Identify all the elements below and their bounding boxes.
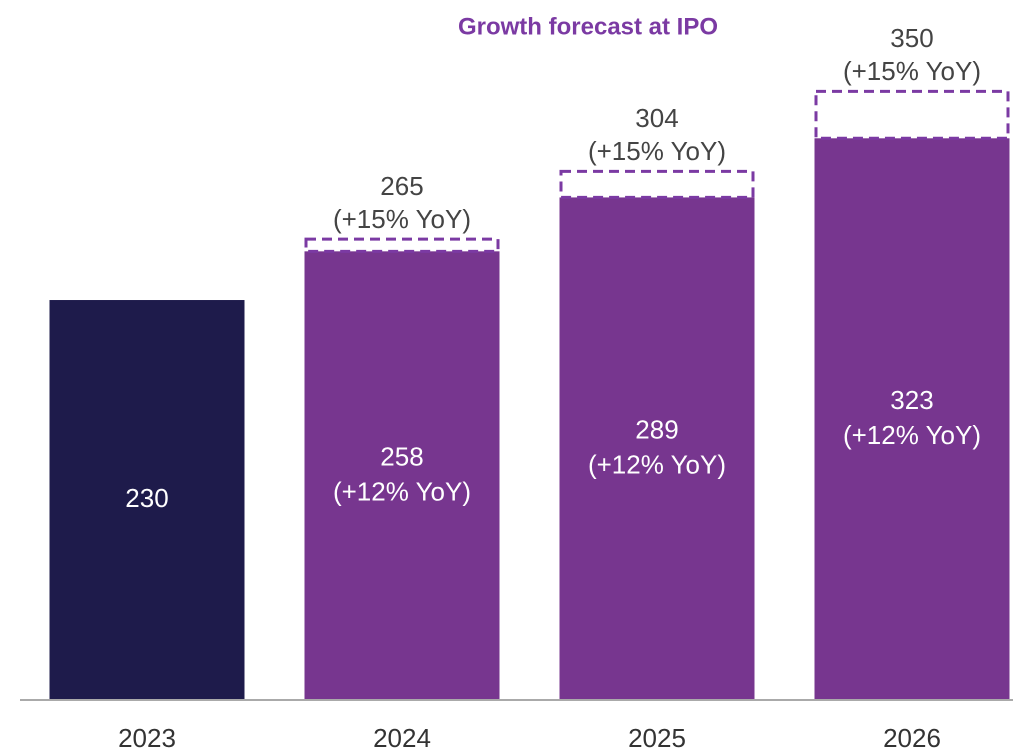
bar bbox=[814, 138, 1010, 701]
forecast-box bbox=[559, 169, 755, 199]
bar bbox=[559, 197, 755, 700]
bar-value-label: 230 bbox=[125, 483, 168, 513]
bar-value-label: 258 bbox=[380, 442, 423, 472]
bar-value-label: 289 bbox=[635, 415, 678, 445]
x-tick-label: 2025 bbox=[628, 723, 686, 753]
forecast-value-label: 304 bbox=[635, 103, 678, 133]
bar-value-label: 323 bbox=[890, 385, 933, 415]
forecast-box bbox=[814, 89, 1010, 140]
bar bbox=[49, 300, 245, 700]
bar-growth-label: (+12% YoY) bbox=[843, 420, 981, 450]
x-tick-label: 2026 bbox=[883, 723, 941, 753]
forecast-growth-label: (+15% YoY) bbox=[333, 204, 471, 234]
bar-growth-label: (+12% YoY) bbox=[333, 477, 471, 507]
forecast-growth-label: (+15% YoY) bbox=[588, 136, 726, 166]
x-tick-label: 2023 bbox=[118, 723, 176, 753]
annotation: Growth forecast at IPO bbox=[458, 13, 718, 40]
x-tick-label: 2024 bbox=[373, 723, 431, 753]
bar bbox=[304, 251, 500, 700]
forecast-growth-label: (+15% YoY) bbox=[843, 56, 981, 86]
forecast-box bbox=[304, 237, 500, 253]
bar-growth-label: (+12% YoY) bbox=[588, 450, 726, 480]
forecast-value-label: 350 bbox=[890, 23, 933, 53]
forecast-value-label: 265 bbox=[380, 171, 423, 201]
